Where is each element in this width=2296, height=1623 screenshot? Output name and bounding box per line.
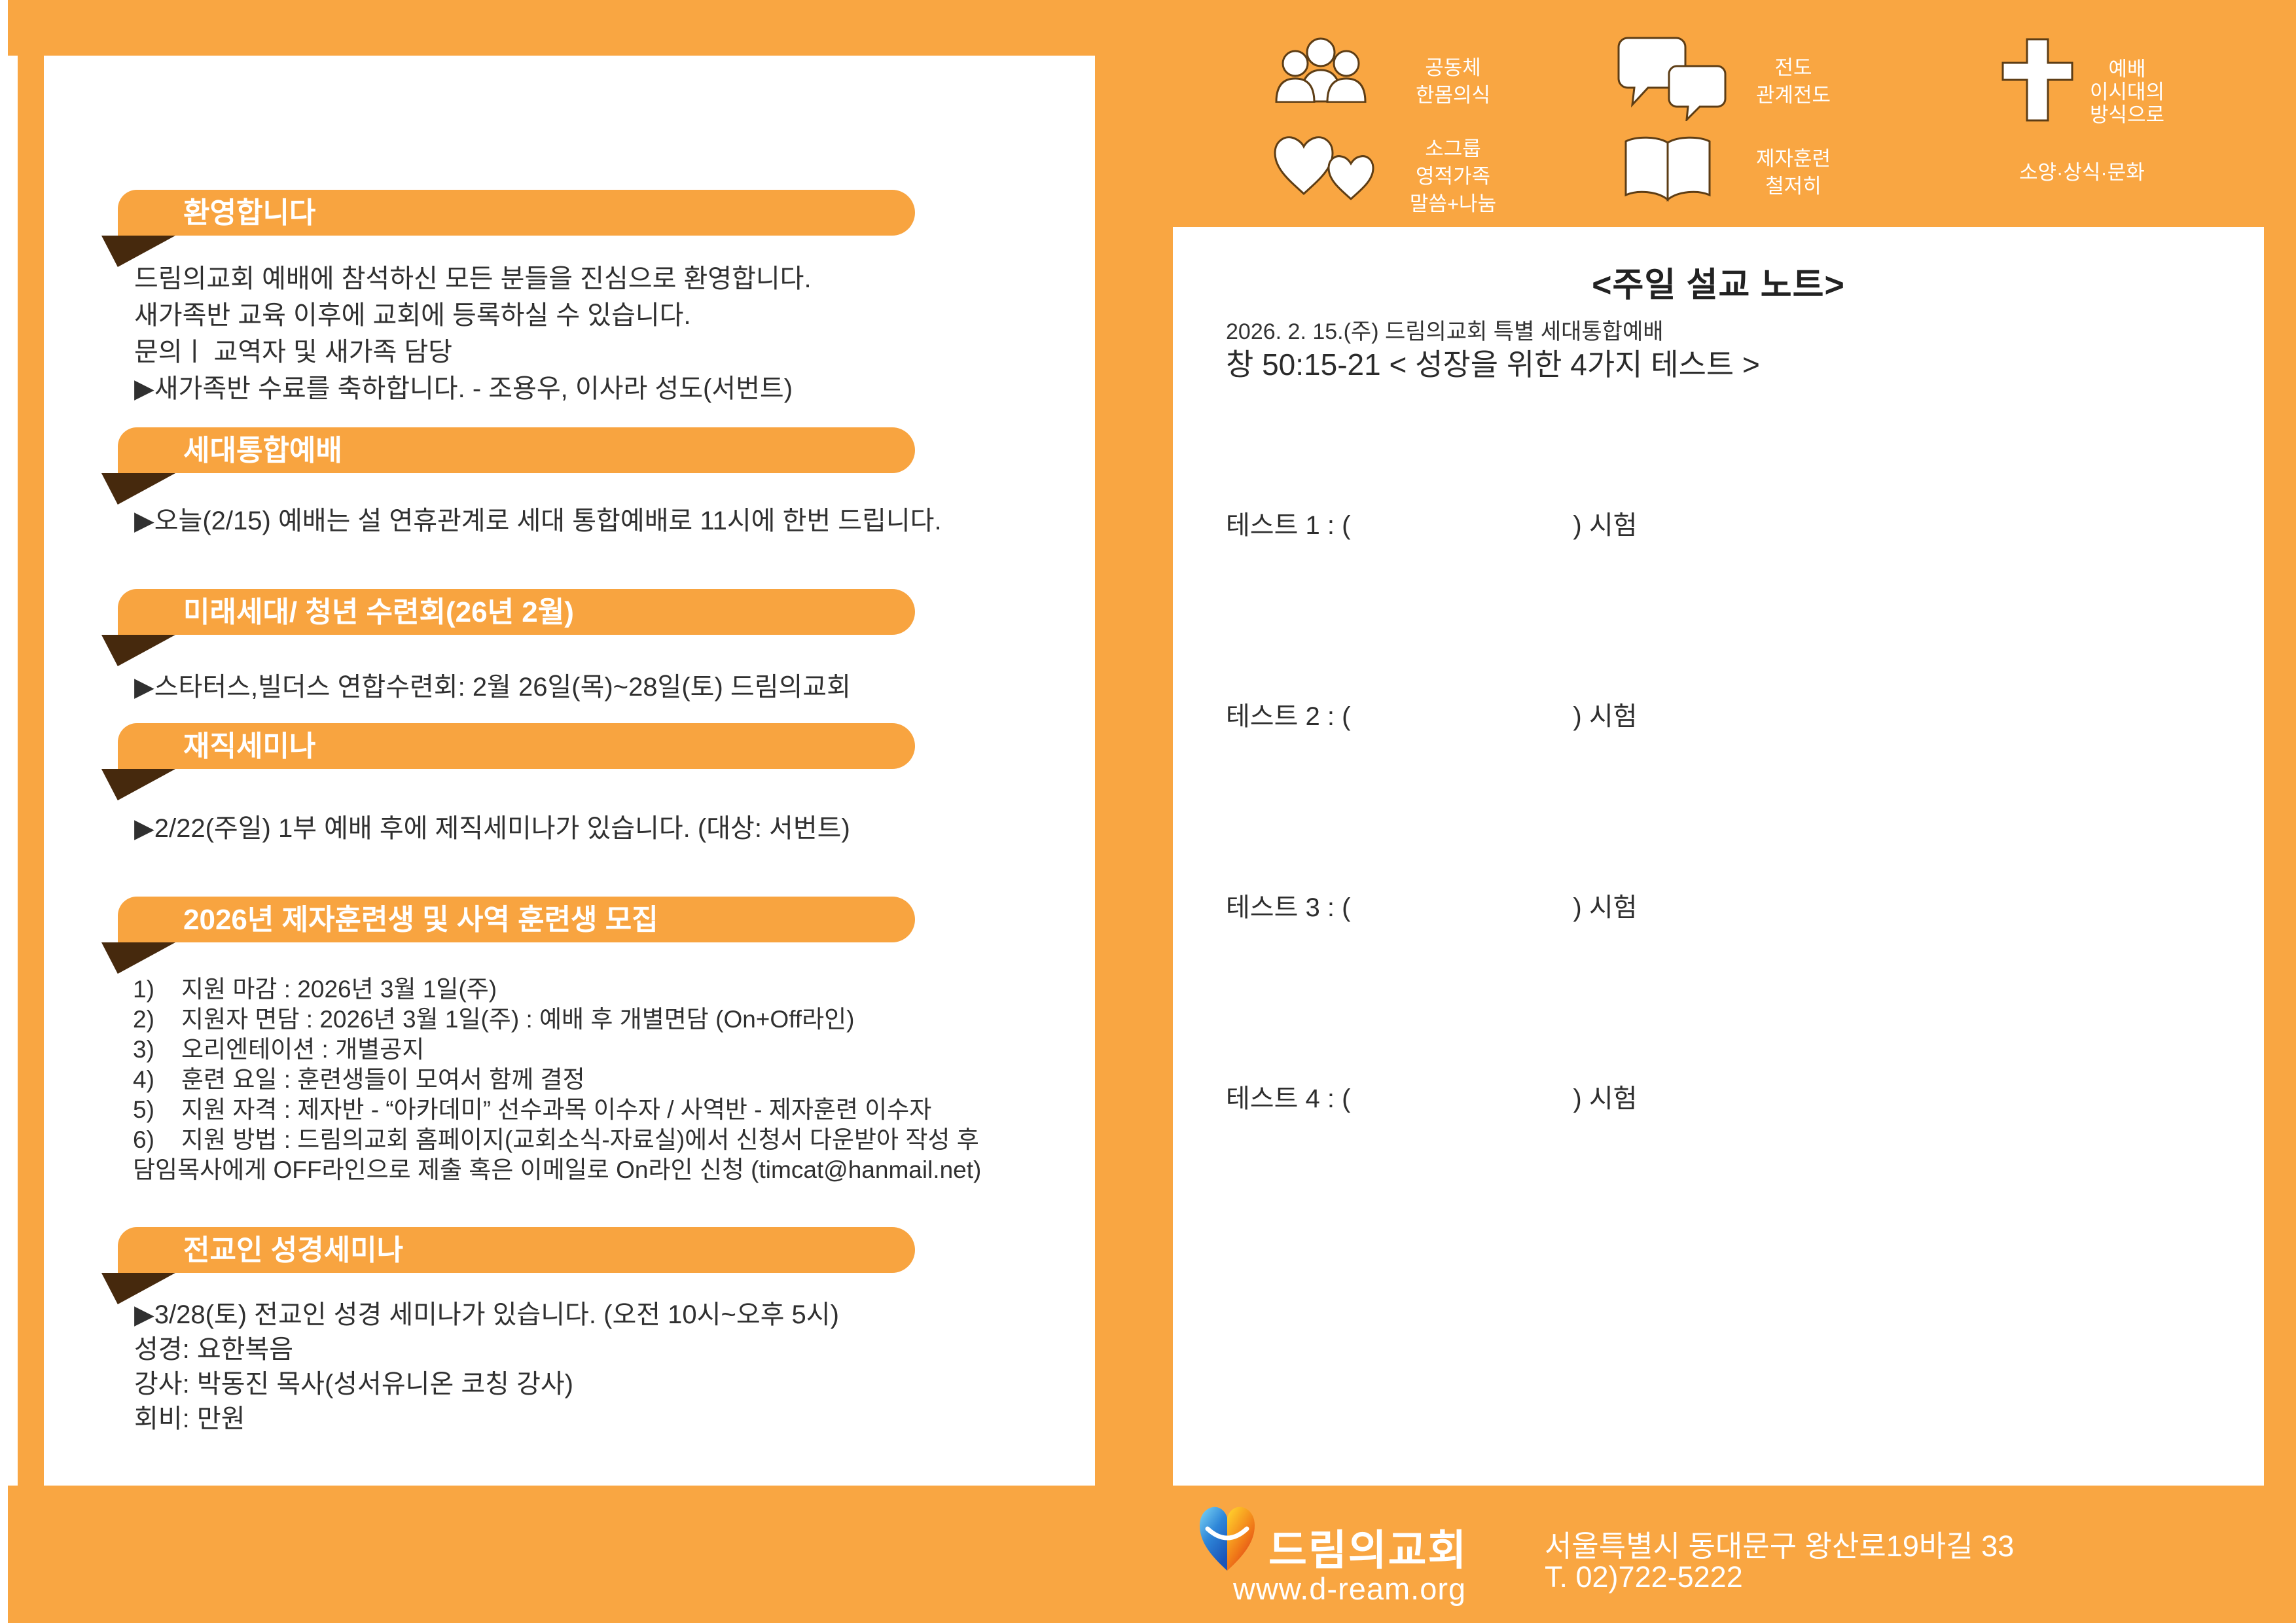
section-body-youth-retreat: ▶스타터스,빌더스 연합수련회: 2월 26일(목)~28일(토) 드림의교회 — [134, 673, 851, 702]
cross-icon — [2001, 38, 2073, 122]
sermon-scripture-line: 창 50:15-21 < 성장을 위한 4가지 테스트 > — [1226, 348, 1760, 382]
section-header-officers-seminar: 재직세미나 — [118, 723, 915, 769]
church-phone: T. 02)722-5222 — [1545, 1560, 1743, 1594]
church-name: 드림의교회 — [1268, 1527, 1468, 1574]
value-label-worship: 예배 이시대의 방식으로 — [2089, 58, 2165, 126]
section-body-bible-seminar: ▶3/28(토) 전교인 성경 세미나가 있습니다. (오전 10시~오후 5시… — [134, 1300, 839, 1433]
value-label-community: 공동체 한몸의식 — [1415, 56, 1491, 107]
section-header-united-worship: 세대통합예배 — [118, 427, 915, 473]
value-label-evangelism: 전도 관계전도 — [1755, 56, 1831, 107]
section-body-training-recruit: 1) 지원 마감 : 2026년 3월 1일(주) 2) 지원자 면담 : 20… — [133, 976, 982, 1183]
value-label-culture: 소양·상식·문화 — [2019, 161, 2145, 184]
hearts-icon — [1271, 134, 1380, 200]
section-header-youth-retreat: 미래세대/ 청년 수련회(26년 2월) — [118, 589, 915, 635]
left-white-sliver — [8, 56, 18, 1486]
section-header-training-recruit: 2026년 제자훈련생 및 사역 훈련생 모집 — [118, 897, 915, 942]
section-header-bible-seminar: 전교인 성경세미나 — [118, 1227, 915, 1273]
church-address: 서울특별시 동대문구 왕산로19바길 33 — [1545, 1529, 2015, 1563]
section-body-united-worship: ▶오늘(2/15) 예배는 설 연휴관계로 세대 통합예배로 11시에 한번 드… — [134, 507, 942, 535]
sermon-date-line: 2026. 2. 15.(주) 드림의교회 특별 세대통합예배 — [1226, 319, 1664, 344]
test-blank-line-4: 테스트 4 : () 시험 — [1226, 1084, 1638, 1113]
value-label-smallgroup: 소그룹 영적가족 말씀+나눔 — [1409, 137, 1497, 215]
section-header-welcome: 환영합니다 — [118, 190, 915, 236]
test-blank-line-3: 테스트 3 : () 시험 — [1226, 893, 1638, 922]
test-blank-line-2: 테스트 2 : () 시험 — [1226, 702, 1638, 731]
people-icon — [1272, 37, 1370, 103]
test-blank-line-1: 테스트 1 : () 시험 — [1226, 511, 1638, 540]
right-page-panel — [1173, 227, 2264, 1486]
open-book-icon — [1622, 135, 1713, 204]
church-website: www.d-ream.org — [1233, 1571, 1467, 1606]
dream-church-heart-logo — [1197, 1503, 1257, 1576]
sermon-note-title: <주일 설교 노트> — [1592, 266, 1845, 304]
value-label-discipleship: 제자훈련 철저히 — [1755, 147, 1831, 198]
speech-bubbles-icon — [1617, 36, 1728, 121]
section-body-welcome: 드림의교회 예배에 참석하신 모든 분들을 진심으로 환영합니다. 새가족반 교… — [134, 264, 812, 403]
section-body-officers-seminar: ▶2/22(주일) 1부 예배 후에 제직세미나가 있습니다. (대상: 서번트… — [134, 814, 850, 843]
